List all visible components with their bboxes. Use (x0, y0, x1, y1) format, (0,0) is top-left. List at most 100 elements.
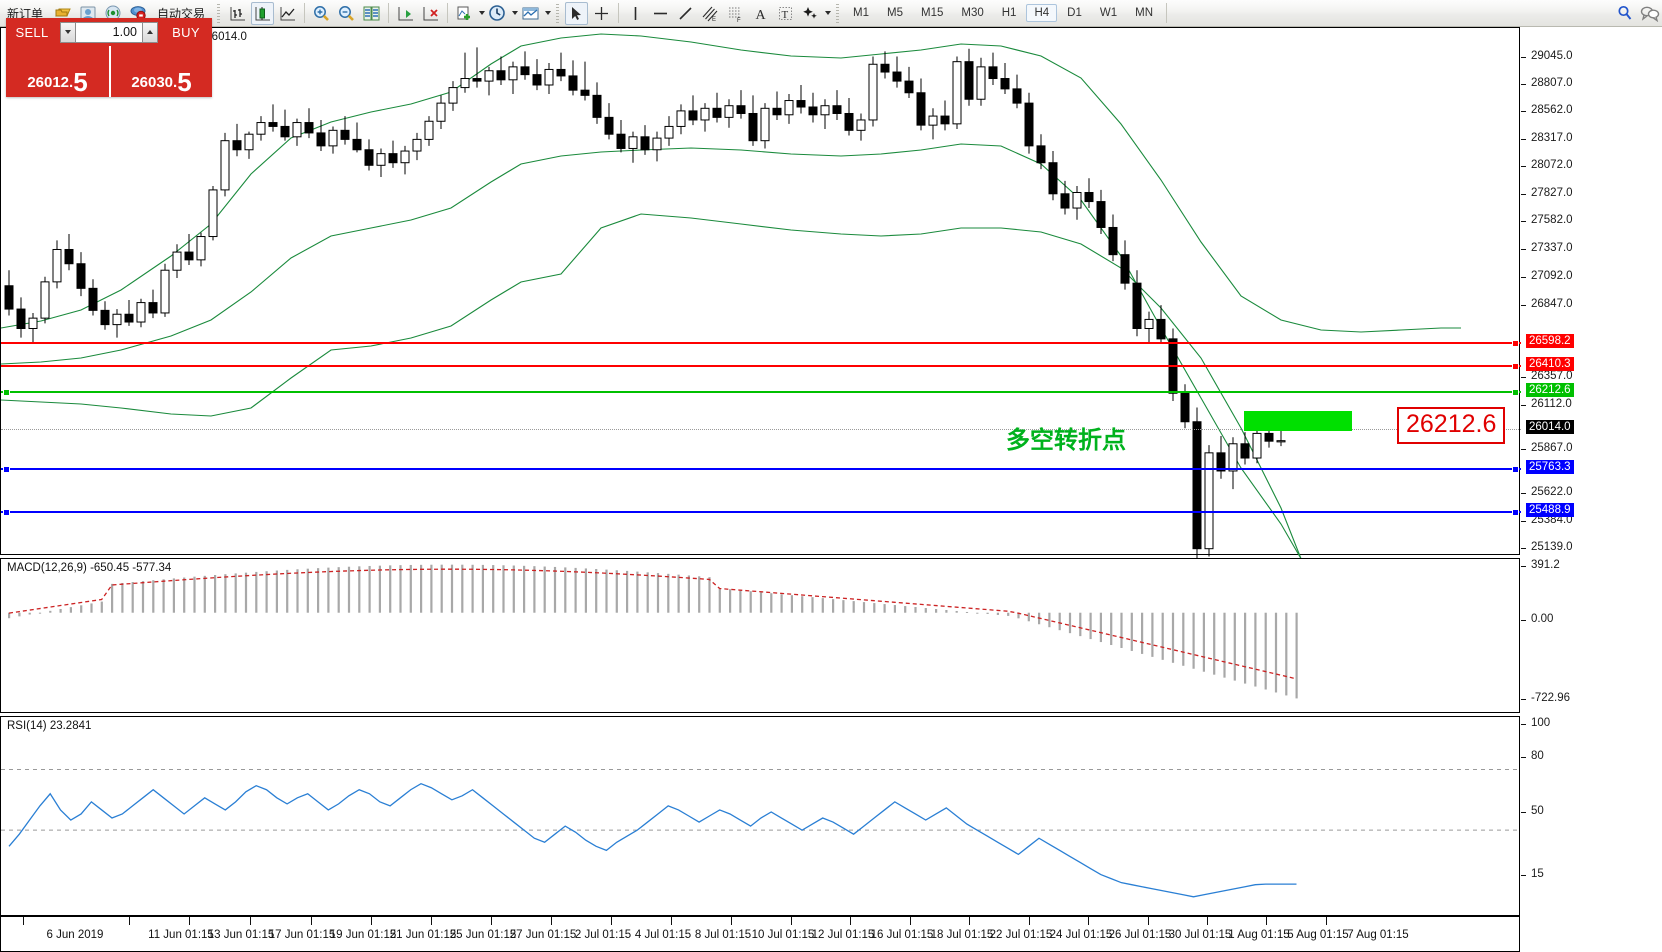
signals-icon[interactable] (101, 2, 124, 25)
market-watch-icon[interactable] (360, 2, 383, 25)
pivot-line-handle-left[interactable] (3, 389, 10, 396)
bar-chart-icon[interactable] (226, 2, 249, 25)
support-line-1-handle-right[interactable] (1512, 466, 1519, 473)
sell-button[interactable]: SELL (6, 18, 58, 46)
price-pane[interactable]: HK50-,H4 26054.0 26111.0 25972.5 26014.0 (0, 27, 1521, 585)
timeframe-h4[interactable]: H4 (1026, 4, 1058, 22)
timeframe-h1[interactable]: H1 (1001, 7, 1017, 19)
line-chart-icon[interactable] (276, 2, 299, 25)
pivot-line[interactable] (1, 389, 1521, 396)
candle (832, 90, 842, 120)
timeframe-m15[interactable]: M15 (921, 7, 944, 19)
indicators-dropdown-icon[interactable] (479, 11, 486, 15)
lot-decrement-button[interactable] (60, 21, 76, 43)
macd-signal-line (8, 568, 1297, 680)
new-order-button[interactable]: 新订单 (1, 2, 49, 25)
resistance-line-2-handle[interactable] (1512, 363, 1519, 370)
sell-price[interactable]: 26012 . 5 (6, 46, 109, 97)
macd-label[interactable]: MACD(12,26,9) -650.45 -577.34 (7, 562, 172, 574)
one-click-trading-panel[interactable]: SELL 1.00 BUY 26012 . 5 26030 . 5 (6, 18, 212, 97)
price-tag-support-1[interactable]: 25763.3 (1526, 460, 1574, 474)
support-line-2-handle-right[interactable] (1512, 509, 1519, 516)
pivot-line-handle-right[interactable] (1512, 389, 1519, 396)
timeframe-m5[interactable]: M5 (887, 7, 903, 19)
candle (52, 240, 62, 289)
templates-dropdown-icon[interactable] (545, 11, 552, 15)
price-axis[interactable]: 29045.0 28807.0 28562.0 28317.0 28072.0 27827… (1520, 27, 1662, 555)
timeframe-mn[interactable]: MN (1135, 7, 1153, 19)
templates-icon[interactable] (519, 2, 542, 25)
candlestick-series (4, 47, 1286, 560)
timeframe-d1[interactable]: D1 (1067, 7, 1082, 19)
equidistant-channel-icon[interactable]: E (699, 2, 722, 25)
macd-histogram-bar (1110, 612, 1113, 646)
crosshair-icon[interactable] (590, 2, 613, 25)
zoom-out-icon[interactable] (335, 2, 358, 25)
autotrading-button[interactable]: 自动交易 (151, 2, 211, 25)
candlestick-chart-icon[interactable] (251, 1, 275, 25)
vertical-line-icon[interactable] (624, 2, 647, 25)
indicators-icon[interactable] (453, 2, 476, 25)
toolbar-grip-2[interactable] (554, 3, 562, 23)
chat-icon[interactable] (1638, 2, 1661, 25)
folder-icon[interactable] (51, 2, 74, 25)
autoscroll-icon[interactable] (394, 2, 417, 25)
timeframe-m30[interactable]: M30 (961, 7, 984, 19)
timeframe-w1[interactable]: W1 (1099, 7, 1118, 19)
toolbar-grip[interactable] (215, 3, 223, 23)
macd-histogram-bar (924, 608, 927, 613)
highlight-rectangle[interactable] (1244, 411, 1352, 431)
candle (376, 148, 386, 177)
lot-size-stepper[interactable]: 1.00 (58, 18, 160, 46)
chart-area[interactable]: HK50-,H4 26054.0 26111.0 25972.5 26014.0 (0, 27, 1662, 952)
chart-shift-icon[interactable] (419, 2, 442, 25)
macd-histogram-bar (1295, 612, 1298, 699)
price-tag-support-2[interactable]: 25488.9 (1526, 503, 1574, 517)
support-line-2-handle-left[interactable] (3, 509, 10, 516)
price-tag-resistance-2[interactable]: 26410.3 (1526, 357, 1574, 371)
trendline-icon[interactable] (674, 2, 697, 25)
rsi-pane[interactable]: RSI(14) 23.2841 (0, 716, 1520, 916)
objects-dropdown-icon[interactable] (825, 11, 832, 15)
search-icon[interactable] (1613, 2, 1636, 25)
buy-price[interactable]: 26030 . 5 (109, 46, 212, 97)
support-line-1-handle-left[interactable] (3, 466, 10, 473)
price-tag-current-price[interactable]: 26014.0 (1526, 420, 1574, 434)
price-tag-resistance-1[interactable]: 26598.2 (1526, 334, 1574, 348)
price-tag-pivot-line[interactable]: 26212.6 (1526, 383, 1574, 397)
big-price-label[interactable]: 26212.6 (1397, 407, 1506, 444)
candle (724, 99, 734, 128)
macd-histogram-bar (976, 612, 979, 614)
lot-size-input[interactable]: 1.00 (76, 21, 142, 43)
period-icon[interactable] (486, 2, 509, 25)
rsi-label[interactable]: RSI(14) 23.2841 (7, 720, 92, 732)
macd-histogram-bar (8, 612, 11, 619)
fibonacci-icon[interactable]: F (724, 2, 747, 25)
rsi-plot (1, 769, 1519, 898)
time-axis[interactable]: 6 Jun 2019 11 Jun 01:15 13 Jun 01:15 17 Jun… (0, 916, 1520, 952)
support-line-1[interactable] (1, 466, 1521, 473)
macd-plot (8, 564, 1298, 699)
support-line-2[interactable] (1, 509, 1521, 516)
macd-pane[interactable]: MACD(12,26,9) -650.45 -577.34 (0, 558, 1520, 713)
candle (604, 103, 614, 140)
resistance-line-1-handle[interactable] (1512, 340, 1519, 347)
turning-point-annotation[interactable]: 多空转折点 (1006, 426, 1126, 454)
lot-increment-button[interactable] (142, 21, 158, 43)
candle (1096, 189, 1106, 234)
text-icon[interactable]: A (749, 2, 772, 25)
cursor-icon[interactable] (565, 1, 589, 25)
toolbar-grip-3[interactable] (834, 3, 842, 23)
autotrading-icon[interactable] (126, 2, 149, 25)
resistance-line-1[interactable] (1, 340, 1521, 347)
candle (544, 62, 554, 95)
horizontal-line-icon[interactable] (649, 2, 672, 25)
period-dropdown-icon[interactable] (512, 11, 519, 15)
buy-button[interactable]: BUY (160, 18, 212, 46)
text-label-icon[interactable]: T (774, 2, 797, 25)
resistance-line-2[interactable] (1, 363, 1521, 370)
objects-icon[interactable] (799, 2, 822, 25)
profile-icon[interactable] (76, 2, 99, 25)
zoom-in-icon[interactable] (310, 2, 333, 25)
timeframe-m1[interactable]: M1 (853, 7, 870, 19)
